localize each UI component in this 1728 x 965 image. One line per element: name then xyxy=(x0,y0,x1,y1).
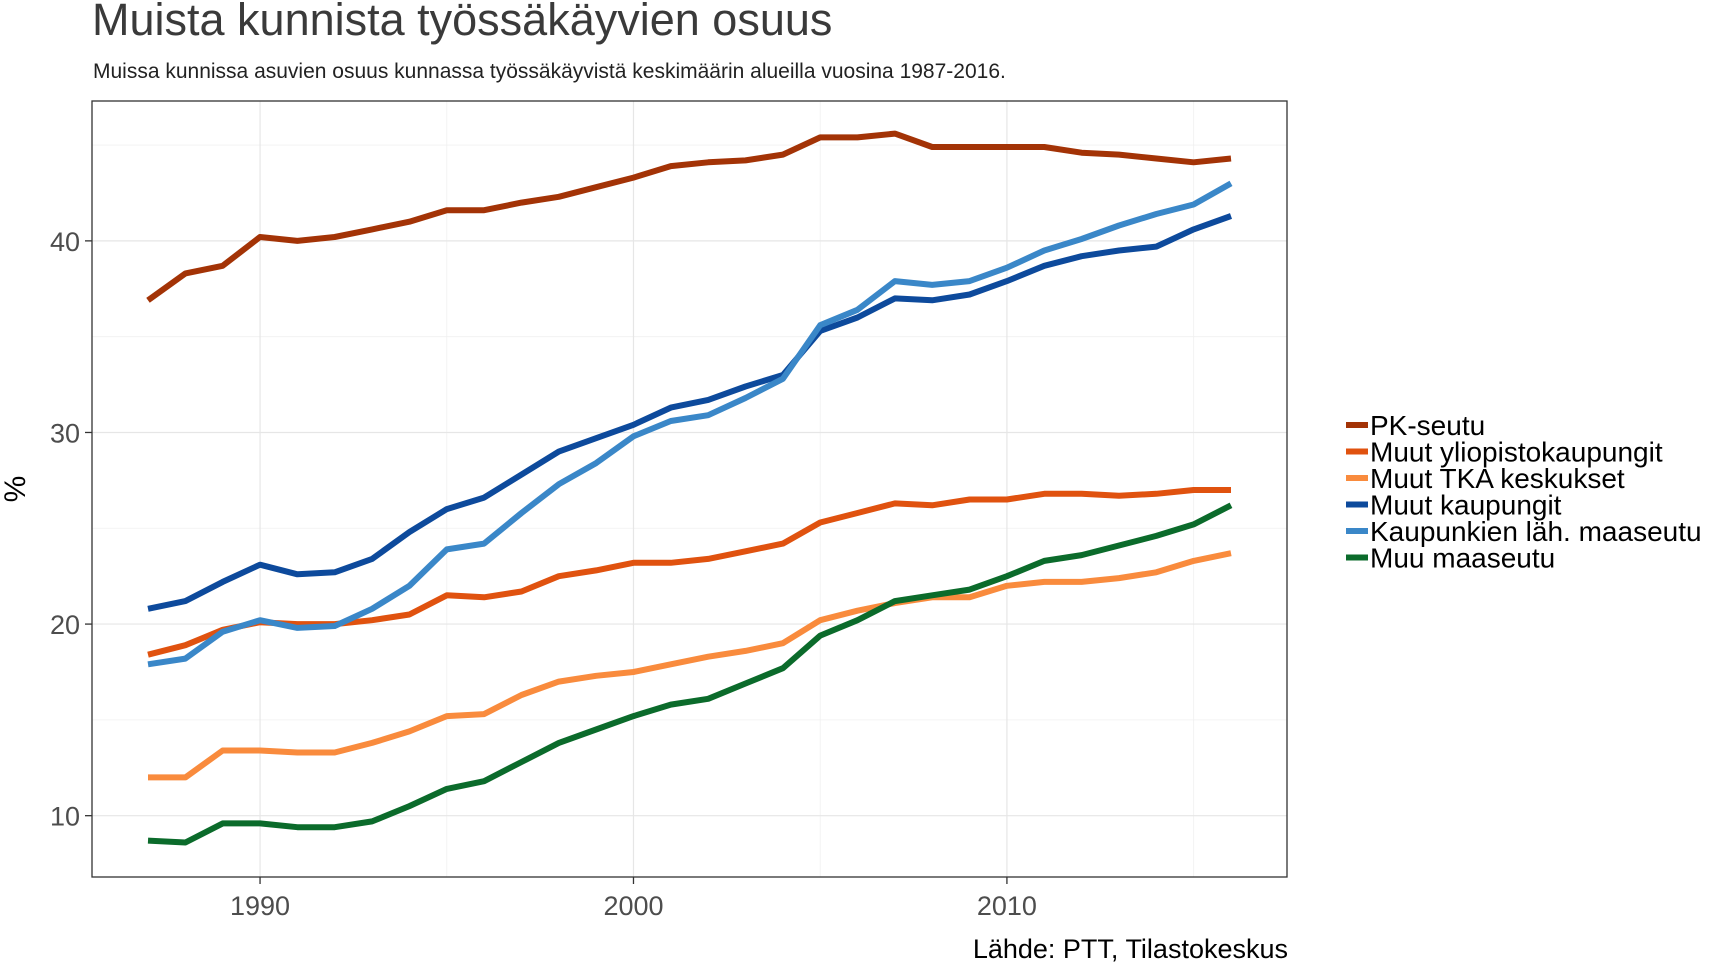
plot-background xyxy=(92,101,1287,877)
series-line-5 xyxy=(147,180,1233,668)
series-line-1 xyxy=(146,130,1232,303)
y-tick-label: 30 xyxy=(50,418,80,448)
y-tick-label: 40 xyxy=(50,227,80,257)
y-tick-label: 20 xyxy=(50,610,80,640)
x-tick-label: 2000 xyxy=(603,891,663,921)
legend-label: PK-seutu xyxy=(1370,410,1485,441)
axes: 10 20 30 40 1990 2000 2010 xyxy=(50,227,1037,921)
series-line-6 xyxy=(147,502,1233,846)
legend-label: Muut yliopistokaupungit xyxy=(1370,437,1663,468)
series-line-3 xyxy=(148,550,1232,781)
series-lines xyxy=(146,130,1233,846)
x-tick-label: 1990 xyxy=(230,891,290,921)
legend-label: Muu maaseutu xyxy=(1370,543,1555,574)
chart-subtitle: Muissa kunnissa asuvien osuus kunnassa t… xyxy=(93,60,1006,83)
x-tick-label: 2010 xyxy=(977,891,1037,921)
legend-label: Muut kaupungit xyxy=(1370,490,1562,521)
chart-caption: Lähde: PTT, Tilastokeskus xyxy=(972,934,1288,964)
plot-border xyxy=(91,100,1288,878)
chart-title: Muista kunnista työssäkäyvien osuus xyxy=(92,0,833,45)
series-line-4 xyxy=(147,213,1233,612)
y-tick-label: 10 xyxy=(50,802,80,832)
legend-label: Muut TKA keskukset xyxy=(1370,463,1625,494)
y-axis-title: % xyxy=(0,476,32,503)
legend-label: Kaupunkien läh. maaseutu xyxy=(1370,516,1702,547)
